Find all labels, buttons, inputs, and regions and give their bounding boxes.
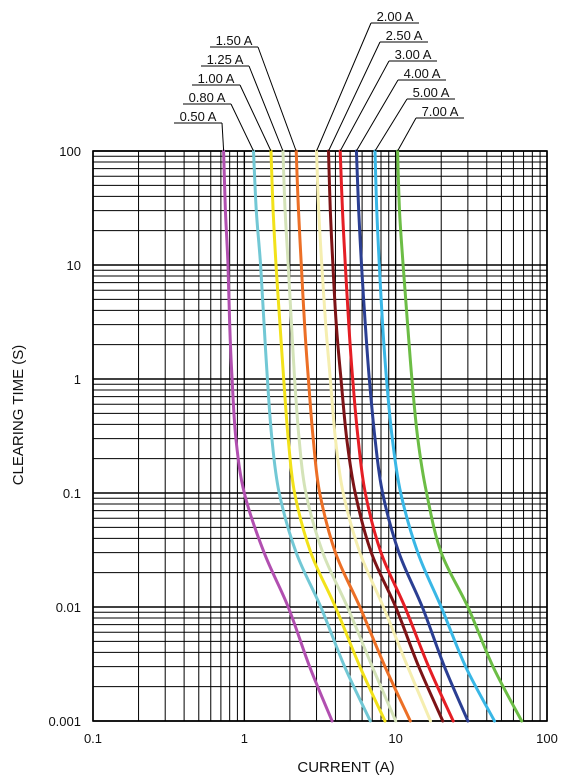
legend-label: 1.50 A <box>216 33 253 48</box>
series-line <box>294 149 412 723</box>
x-tick-label: 0.1 <box>84 731 102 746</box>
y-tick-label: 0.1 <box>63 486 81 501</box>
y-tick-label: 0.01 <box>56 600 81 615</box>
series-line <box>252 149 372 723</box>
legend-leader-line <box>355 79 399 152</box>
legend-label: 4.00 A <box>404 66 441 81</box>
series-line <box>222 149 334 723</box>
legend-label: 0.50 A <box>180 109 217 124</box>
y-tick-label: 10 <box>67 258 81 273</box>
legend-leader-line <box>230 103 254 152</box>
series-line <box>315 149 432 723</box>
x-tick-label: 1 <box>241 731 248 746</box>
legend-leader-line <box>257 46 297 152</box>
legend-leader-line <box>339 60 390 152</box>
legend-label: 3.00 A <box>395 47 432 62</box>
legend-label: 1.00 A <box>198 71 235 86</box>
y-tick-label: 100 <box>59 144 81 159</box>
series-line <box>327 149 445 723</box>
legend-leaders: 0.50 A 0.80 A 1.00 A 1.25 A 1.50 A 2.00 A 2.50… <box>174 9 464 152</box>
series-line <box>281 149 398 723</box>
legend-leader-line <box>221 122 225 152</box>
y-tick-label: 1 <box>74 372 81 387</box>
legend-leader-line <box>374 98 408 152</box>
legend-leader-line <box>316 22 372 152</box>
x-axis-label: CURRENT (A) <box>297 759 394 776</box>
series-line <box>396 149 524 723</box>
legend-label: 2.00 A <box>377 9 414 24</box>
x-axis-ticks: 0.1 1 10 100 <box>84 731 558 746</box>
legend-leader-line <box>239 84 272 152</box>
series-line <box>338 149 455 723</box>
plot-frame <box>92 150 548 722</box>
legend-label: 1.25 A <box>207 52 244 67</box>
x-tick-label: 100 <box>536 731 558 746</box>
y-axis-label: CLEARING TIME (S) <box>10 345 27 486</box>
series-line <box>373 149 496 723</box>
x-tick-label: 10 <box>388 731 402 746</box>
legend-leader-line <box>328 41 381 152</box>
legend-leader-line <box>397 117 417 152</box>
series-line <box>354 149 470 723</box>
legend-label: 0.80 A <box>189 90 226 105</box>
y-axis-ticks: 0.001 0.01 0.1 1 10 100 <box>48 144 81 729</box>
series-line <box>269 149 387 723</box>
legend-label: 7.00 A <box>422 104 459 119</box>
legend-leader-line <box>248 65 284 152</box>
y-tick-label: 0.001 <box>48 714 81 729</box>
legend-label: 5.00 A <box>413 85 450 100</box>
legend-label: 2.50 A <box>386 28 423 43</box>
chart-series <box>222 149 524 723</box>
